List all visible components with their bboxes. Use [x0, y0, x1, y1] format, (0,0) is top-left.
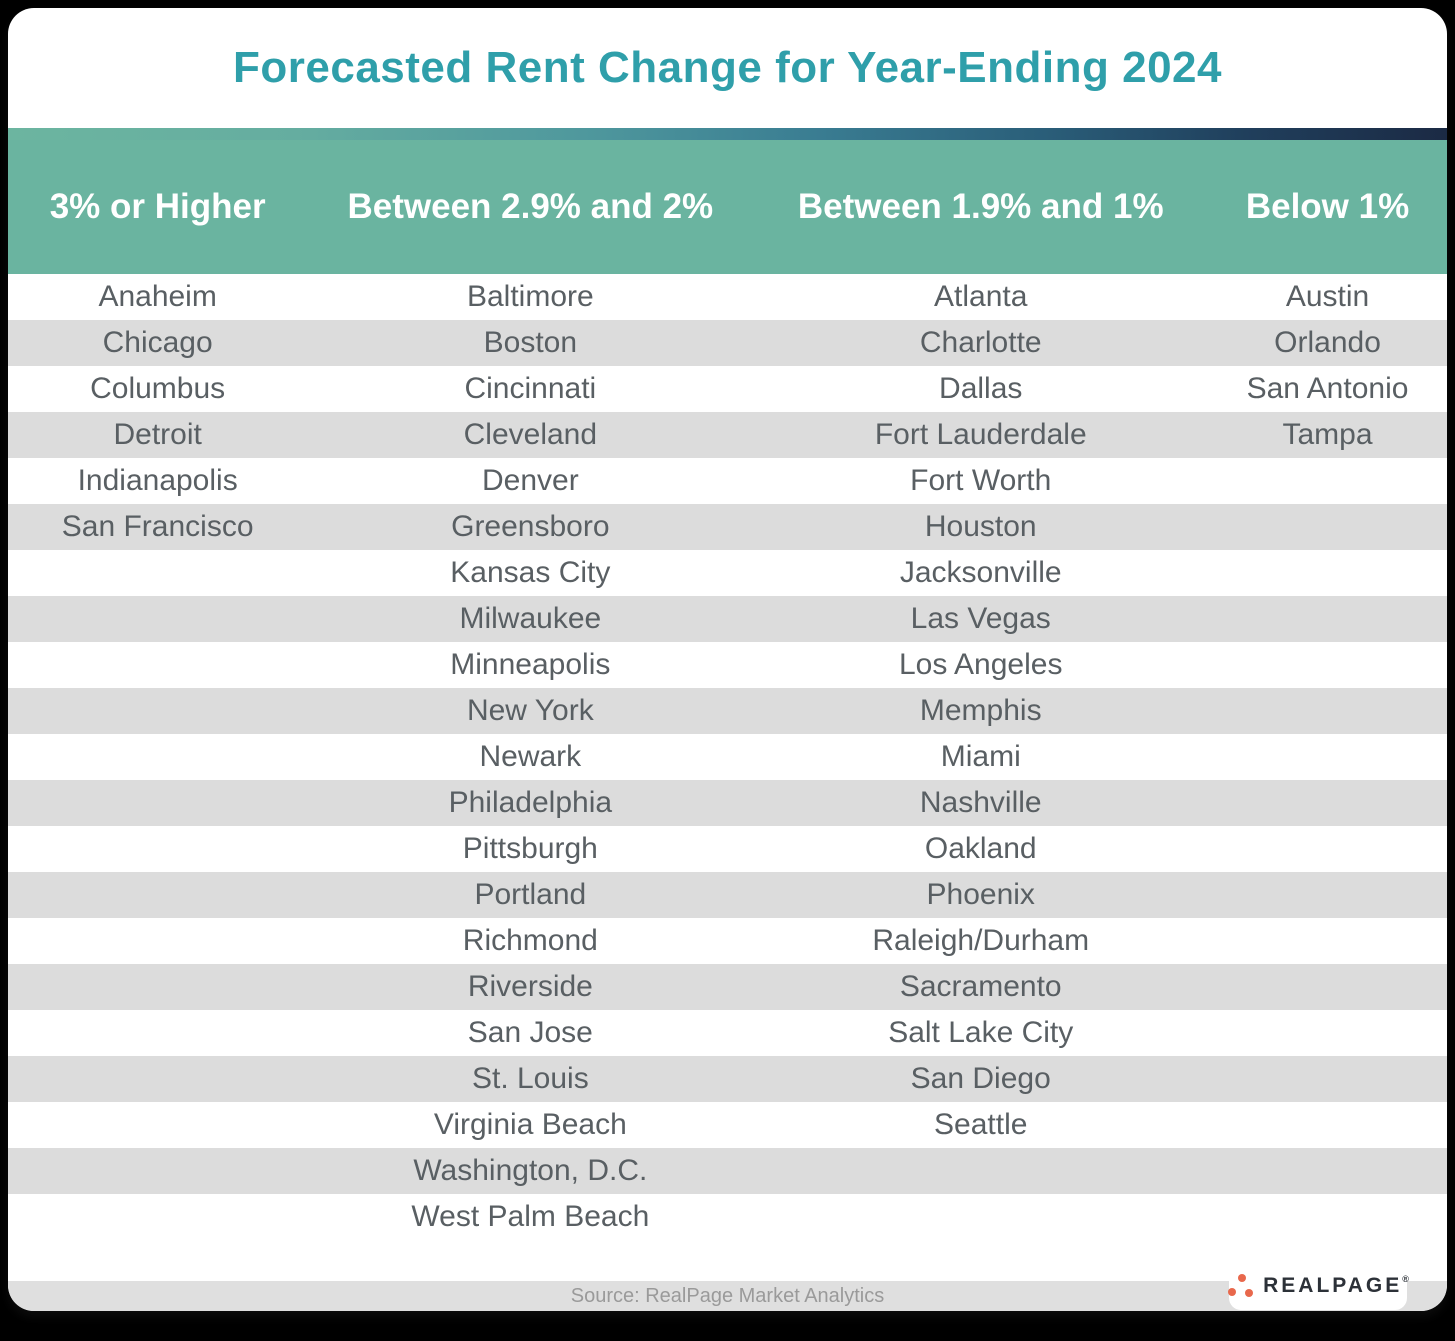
infographic-card: Forecasted Rent Change for Year-Ending 2… — [8, 8, 1447, 1311]
table-row: Indianapolis Denver Fort Worth — [8, 458, 1447, 504]
logo-dot — [1238, 1273, 1247, 1282]
city-cell: New York — [466, 694, 594, 727]
city-cell: San Antonio — [1246, 372, 1409, 405]
city-cell: Cincinnati — [464, 372, 597, 405]
realpage-logo: REALPAGE® — [1227, 1262, 1409, 1310]
city-cell: Austin — [1285, 280, 1370, 313]
city-cell: San Jose — [467, 1016, 593, 1049]
table-row: Newark Miami — [8, 734, 1447, 780]
city-cell: Kansas City — [450, 556, 611, 589]
city-cell: Phoenix — [926, 878, 1035, 911]
table-row: San Francisco Greensboro Houston — [8, 504, 1447, 550]
table-row: Minneapolis Los Angeles — [8, 642, 1447, 688]
table-body: Anaheim Baltimore Atlanta Austin Chicago Bost… — [8, 274, 1447, 1240]
table-row: San Jose Salt Lake City — [8, 1010, 1447, 1056]
city-cell: Riverside — [467, 970, 593, 1003]
city-cell: Raleigh/Durham — [872, 924, 1090, 957]
city-cell: Minneapolis — [450, 648, 611, 681]
city-cell: Seattle — [934, 1108, 1028, 1141]
table-row: Kansas City Jacksonville — [8, 550, 1447, 596]
table-row: Anaheim Baltimore Atlanta Austin — [8, 274, 1447, 320]
realpage-dots-icon — [1227, 1273, 1254, 1300]
city-cell: Newark — [479, 740, 582, 773]
table-row: Washington, D.C. — [8, 1148, 1447, 1194]
city-cell: Columbus — [90, 372, 226, 405]
city-cell: Greensboro — [451, 510, 610, 543]
logo-dot — [1228, 1287, 1237, 1296]
city-cell: Tampa — [1282, 418, 1373, 451]
city-cell: Philadelphia — [448, 786, 613, 819]
city-cell: Nashville — [919, 786, 1042, 819]
city-cell: Dallas — [939, 372, 1023, 405]
realpage-logo-text: REALPAGE® — [1263, 1274, 1409, 1298]
city-cell: Cleveland — [463, 418, 598, 451]
trademark-mark: ® — [1402, 1274, 1409, 1284]
city-cell: Salt Lake City — [888, 1016, 1074, 1049]
city-cell: Fort Lauderdale — [874, 418, 1087, 451]
city-cell: Jacksonville — [899, 556, 1062, 589]
logo-dot — [1245, 1288, 1254, 1297]
table-row: New York Memphis — [8, 688, 1447, 734]
table-row: Columbus Cincinnati Dallas San Antonio — [8, 366, 1447, 412]
column-header-below-1: Below 1% — [1245, 187, 1410, 226]
city-cell: Houston — [924, 510, 1037, 543]
city-cell: Virginia Beach — [433, 1108, 627, 1141]
city-cell: Richmond — [462, 924, 598, 957]
table-row: St. Louis San Diego — [8, 1056, 1447, 1102]
source-bar: Source: RealPage Market Analytics — [8, 1281, 1447, 1311]
gradient-divider — [8, 128, 1447, 140]
city-cell: San Francisco — [61, 510, 254, 543]
city-cell: West Palm Beach — [411, 1200, 650, 1233]
city-cell: Las Vegas — [910, 602, 1051, 635]
city-cell: Boston — [483, 326, 578, 359]
title-area: Forecasted Rent Change for Year-Ending 2… — [8, 8, 1447, 128]
column-header-between-2-9-and-2: Between 2.9% and 2% — [347, 187, 714, 226]
city-cell: Orlando — [1274, 326, 1381, 359]
table-row: Virginia Beach Seattle — [8, 1102, 1447, 1148]
table-row: Pittsburgh Oakland — [8, 826, 1447, 872]
column-header-3pct-or-higher: 3% or Higher — [49, 187, 266, 226]
city-cell: Atlanta — [934, 280, 1028, 313]
city-cell: Chicago — [102, 326, 213, 359]
city-cell: Pittsburgh — [462, 832, 598, 865]
table-row: Portland Phoenix — [8, 872, 1447, 918]
city-cell: Memphis — [919, 694, 1042, 727]
column-header-between-1-9-and-1: Between 1.9% and 1% — [797, 187, 1164, 226]
city-cell: Charlotte — [919, 326, 1042, 359]
city-cell: Oakland — [924, 832, 1037, 865]
city-cell: St. Louis — [471, 1062, 589, 1095]
source-text: Source: RealPage Market Analytics — [570, 1284, 885, 1307]
page-title: Forecasted Rent Change for Year-Ending 2… — [233, 43, 1222, 92]
logo-wordmark: REALPAGE — [1263, 1274, 1403, 1297]
table-row: Detroit Cleveland Fort Lauderdale Tampa — [8, 412, 1447, 458]
table-row: Chicago Boston Charlotte Orlando — [8, 320, 1447, 366]
table-row: Philadelphia Nashville — [8, 780, 1447, 826]
city-cell: Anaheim — [98, 280, 217, 313]
city-cell: San Diego — [910, 1062, 1051, 1095]
city-cell: Detroit — [113, 418, 202, 451]
table-row: Richmond Raleigh/Durham — [8, 918, 1447, 964]
table-header-row: 3% or Higher Between 2.9% and 2% Between… — [8, 140, 1447, 274]
table-row: West Palm Beach — [8, 1194, 1447, 1240]
city-cell: Portland — [474, 878, 587, 911]
city-cell: Miami — [940, 740, 1021, 773]
city-cell: Milwaukee — [459, 602, 602, 635]
city-cell: Sacramento — [899, 970, 1062, 1003]
city-cell: Los Angeles — [899, 648, 1063, 681]
city-cell: Baltimore — [466, 280, 594, 313]
table-row: Riverside Sacramento — [8, 964, 1447, 1010]
table-row: Milwaukee Las Vegas — [8, 596, 1447, 642]
city-cell: Fort Worth — [910, 464, 1052, 497]
city-cell: Indianapolis — [77, 464, 238, 497]
city-cell: Washington, D.C. — [413, 1154, 648, 1187]
city-cell: Denver — [481, 464, 579, 497]
